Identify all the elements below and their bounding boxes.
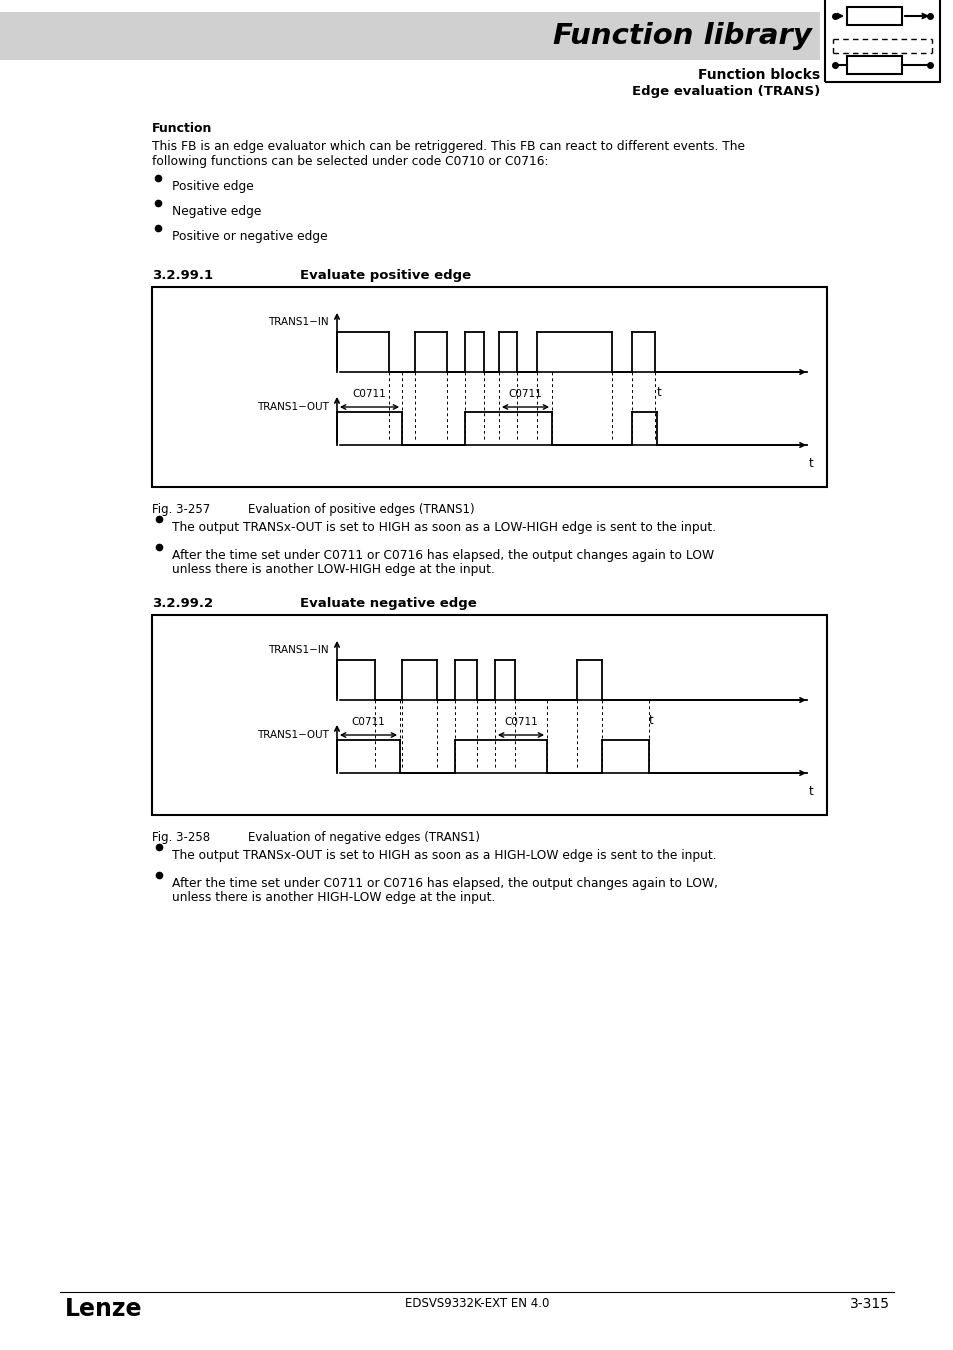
Text: Evaluate positive edge: Evaluate positive edge <box>299 269 471 282</box>
Text: C0711: C0711 <box>503 717 537 728</box>
Text: Evaluate negative edge: Evaluate negative edge <box>299 597 476 610</box>
Text: Fig. 3-257: Fig. 3-257 <box>152 504 210 516</box>
Text: Evaluation of negative edges (TRANS1): Evaluation of negative edges (TRANS1) <box>248 832 479 844</box>
Text: The output TRANSx-OUT is set to HIGH as soon as a HIGH-LOW edge is sent to the i: The output TRANSx-OUT is set to HIGH as … <box>172 849 716 863</box>
Text: C0711: C0711 <box>508 389 542 400</box>
Text: Function library: Function library <box>553 22 811 50</box>
Text: following functions can be selected under code C0710 or C0716:: following functions can be selected unde… <box>152 155 548 167</box>
Text: Edge evaluation (TRANS): Edge evaluation (TRANS) <box>631 85 820 99</box>
Text: After the time set under C0711 or C0716 has elapsed, the output changes again to: After the time set under C0711 or C0716 … <box>172 878 718 890</box>
Text: Positive or negative edge: Positive or negative edge <box>172 230 327 243</box>
Bar <box>824 0 939 82</box>
Bar <box>846 55 901 74</box>
Bar <box>0 12 820 59</box>
Bar <box>152 288 826 487</box>
Text: TRANS1−OUT: TRANS1−OUT <box>257 730 329 740</box>
Text: unless there is another HIGH-LOW edge at the input.: unless there is another HIGH-LOW edge at… <box>172 891 495 904</box>
Text: EDSVS9332K-EXT EN 4.0: EDSVS9332K-EXT EN 4.0 <box>404 1297 549 1310</box>
Text: Evaluation of positive edges (TRANS1): Evaluation of positive edges (TRANS1) <box>248 504 475 516</box>
Text: This FB is an edge evaluator which can be retriggered. This FB can react to diff: This FB is an edge evaluator which can b… <box>152 140 744 153</box>
Text: Positive edge: Positive edge <box>172 180 253 193</box>
Text: unless there is another LOW-HIGH edge at the input.: unless there is another LOW-HIGH edge at… <box>172 563 495 576</box>
Text: 3-315: 3-315 <box>849 1297 889 1311</box>
Text: t: t <box>648 714 653 728</box>
Text: Negative edge: Negative edge <box>172 205 261 217</box>
Text: Lenze: Lenze <box>65 1297 142 1322</box>
Text: TRANS1−OUT: TRANS1−OUT <box>257 402 329 412</box>
Text: 3.2.99.2: 3.2.99.2 <box>152 597 213 610</box>
Text: TRANS1−IN: TRANS1−IN <box>268 317 329 327</box>
Text: C0711: C0711 <box>352 717 385 728</box>
Bar <box>846 7 901 26</box>
Bar <box>152 616 826 815</box>
Text: Function blocks: Function blocks <box>698 68 820 82</box>
Text: t: t <box>808 784 813 798</box>
Text: t: t <box>657 386 661 400</box>
Text: Fig. 3-258: Fig. 3-258 <box>152 832 210 844</box>
Text: t: t <box>808 458 813 470</box>
Text: C0711: C0711 <box>353 389 386 400</box>
Text: The output TRANSx-OUT is set to HIGH as soon as a LOW-HIGH edge is sent to the i: The output TRANSx-OUT is set to HIGH as … <box>172 521 716 535</box>
Text: Function: Function <box>152 122 213 135</box>
Text: 3.2.99.1: 3.2.99.1 <box>152 269 213 282</box>
Text: After the time set under C0711 or C0716 has elapsed, the output changes again to: After the time set under C0711 or C0716 … <box>172 549 714 562</box>
Text: TRANS1−IN: TRANS1−IN <box>268 645 329 655</box>
